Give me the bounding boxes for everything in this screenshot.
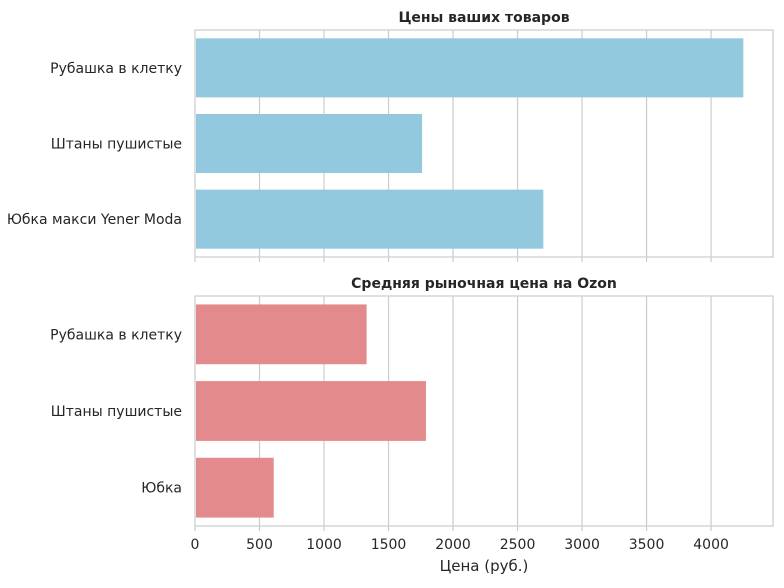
x-tick-label: 3000: [564, 537, 600, 553]
panel-title: Цены ваших товаров: [398, 10, 569, 26]
category-label: Штаны пушистые: [51, 404, 182, 420]
x-tick-label: 1500: [371, 537, 407, 553]
plot-frame: [194, 29, 774, 258]
panel-ozon-prices: Средняя рыночная цена на Ozon Рубашка в …: [50, 276, 774, 575]
category-labels: Рубашка в клетку Штаны пушистые Юбка: [50, 327, 182, 496]
category-label: Рубашка в клетку: [50, 327, 182, 343]
bar: [196, 381, 426, 441]
x-tick-label: 1000: [306, 537, 342, 553]
category-label: Юбка макси Yener Moda: [7, 212, 182, 228]
category-label: Штаны пушистые: [51, 137, 182, 153]
bar: [196, 113, 423, 174]
x-tick-label: 2500: [500, 537, 536, 553]
x-tick-label: 500: [246, 537, 273, 553]
bar: [196, 38, 744, 98]
category-labels: Рубашка в клетку Штаны пушистые Юбка макси…: [7, 61, 182, 228]
bars: [196, 38, 744, 249]
panel-your-prices: Цены ваших товаров Рубашка в клетку Штаны…: [7, 10, 774, 262]
grid-lines: [194, 296, 712, 531]
x-tick-label: 3500: [629, 537, 665, 553]
category-label: Рубашка в клетку: [50, 61, 182, 77]
x-axis-label: Цена (руб.): [440, 557, 529, 575]
bar: [196, 304, 367, 365]
x-tick-labels: 0 500 1000 1500 2000 2500 3000 3500 4000: [191, 537, 729, 553]
category-label: Юбка: [141, 481, 182, 497]
bar: [196, 457, 274, 518]
bar: [196, 189, 544, 249]
plot-frame: [194, 295, 774, 527]
panel-title: Средняя рыночная цена на Ozon: [351, 276, 617, 292]
bars: [196, 304, 426, 518]
x-tick-label: 0: [191, 537, 200, 553]
x-tick-label: 2000: [435, 537, 471, 553]
x-tick-label: 4000: [693, 537, 729, 553]
